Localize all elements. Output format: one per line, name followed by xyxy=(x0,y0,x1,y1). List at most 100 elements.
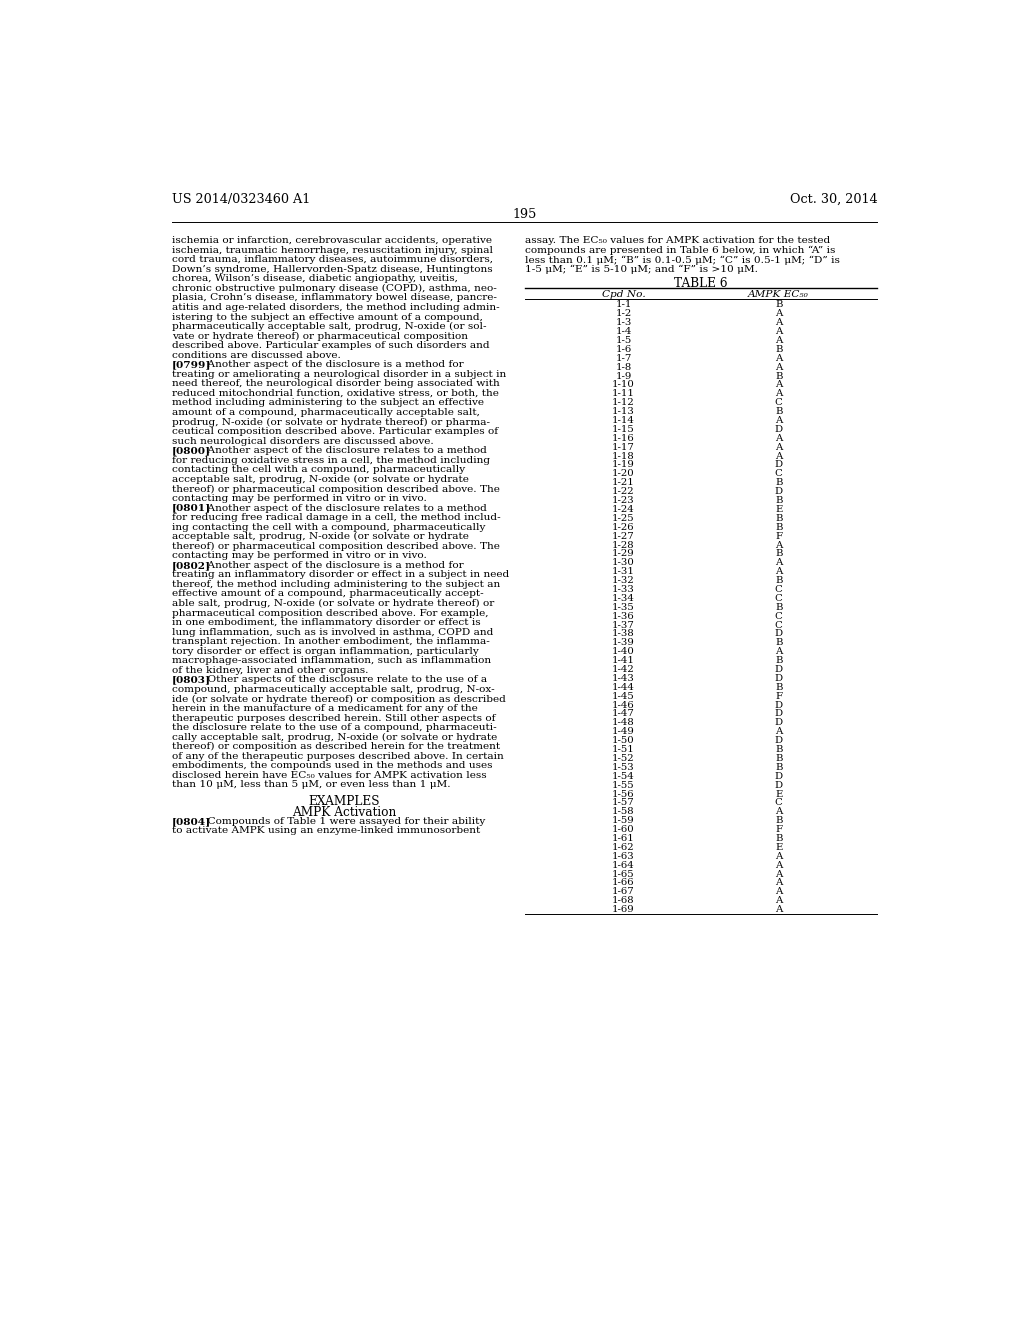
Text: 1-1: 1-1 xyxy=(615,301,632,309)
Text: A: A xyxy=(775,851,782,861)
Text: effective amount of a compound, pharmaceutically accept-: effective amount of a compound, pharmace… xyxy=(172,590,483,598)
Text: ischemia or infarction, cerebrovascular accidents, operative: ischemia or infarction, cerebrovascular … xyxy=(172,236,493,246)
Text: 1-24: 1-24 xyxy=(612,506,635,513)
Text: [0803]: [0803] xyxy=(172,676,211,684)
Text: B: B xyxy=(775,656,782,665)
Text: 1-30: 1-30 xyxy=(612,558,635,568)
Text: ing contacting the cell with a compound, pharmaceutically: ing contacting the cell with a compound,… xyxy=(172,523,485,532)
Text: [0801]: [0801] xyxy=(172,503,211,512)
Text: C: C xyxy=(775,399,782,407)
Text: thereof, the method including administering to the subject an: thereof, the method including administer… xyxy=(172,579,501,589)
Text: 1-53: 1-53 xyxy=(612,763,635,772)
Text: B: B xyxy=(775,834,782,843)
Text: 1-47: 1-47 xyxy=(612,709,635,718)
Text: B: B xyxy=(775,744,782,754)
Text: A: A xyxy=(775,896,782,906)
Text: the disclosure relate to the use of a compound, pharmaceuti-: the disclosure relate to the use of a co… xyxy=(172,723,497,733)
Text: 1-25: 1-25 xyxy=(612,513,635,523)
Text: D: D xyxy=(774,701,782,710)
Text: 1-46: 1-46 xyxy=(612,701,635,710)
Text: pharmaceutically acceptable salt, prodrug, N-oxide (or sol-: pharmaceutically acceptable salt, prodru… xyxy=(172,322,486,331)
Text: A: A xyxy=(775,879,782,887)
Text: D: D xyxy=(774,461,782,470)
Text: prodrug, N-oxide (or solvate or hydrate thereof) or pharma-: prodrug, N-oxide (or solvate or hydrate … xyxy=(172,417,490,426)
Text: A: A xyxy=(775,887,782,896)
Text: B: B xyxy=(775,478,782,487)
Text: D: D xyxy=(774,487,782,496)
Text: TABLE 6: TABLE 6 xyxy=(675,277,728,290)
Text: 1-62: 1-62 xyxy=(612,843,635,851)
Text: D: D xyxy=(774,718,782,727)
Text: B: B xyxy=(775,754,782,763)
Text: 1-40: 1-40 xyxy=(612,647,635,656)
Text: A: A xyxy=(775,363,782,372)
Text: A: A xyxy=(775,434,782,442)
Text: Cpd No.: Cpd No. xyxy=(602,290,645,300)
Text: istering to the subject an effective amount of a compound,: istering to the subject an effective amo… xyxy=(172,313,483,322)
Text: Oct. 30, 2014: Oct. 30, 2014 xyxy=(790,193,878,206)
Text: reduced mitochondrial function, oxidative stress, or both, the: reduced mitochondrial function, oxidativ… xyxy=(172,389,499,397)
Text: Down’s syndrome, Hallervorden-Spatz disease, Huntingtons: Down’s syndrome, Hallervorden-Spatz dise… xyxy=(172,265,493,273)
Text: A: A xyxy=(775,389,782,399)
Text: 1-56: 1-56 xyxy=(612,789,635,799)
Text: 1-29: 1-29 xyxy=(612,549,635,558)
Text: 1-45: 1-45 xyxy=(612,692,635,701)
Text: EXAMPLES: EXAMPLES xyxy=(308,795,380,808)
Text: B: B xyxy=(775,371,782,380)
Text: 1-49: 1-49 xyxy=(612,727,635,737)
Text: 1-61: 1-61 xyxy=(612,834,635,843)
Text: pharmaceutical composition described above. For example,: pharmaceutical composition described abo… xyxy=(172,609,488,618)
Text: 1-66: 1-66 xyxy=(612,879,635,887)
Text: A: A xyxy=(775,416,782,425)
Text: 1-22: 1-22 xyxy=(612,487,635,496)
Text: D: D xyxy=(774,425,782,434)
Text: C: C xyxy=(775,611,782,620)
Text: Another aspect of the disclosure is a method for: Another aspect of the disclosure is a me… xyxy=(194,360,463,370)
Text: 1-58: 1-58 xyxy=(612,808,635,816)
Text: plasia, Crohn’s disease, inflammatory bowel disease, pancre-: plasia, Crohn’s disease, inflammatory bo… xyxy=(172,293,497,302)
Text: 1-9: 1-9 xyxy=(615,371,632,380)
Text: A: A xyxy=(775,380,782,389)
Text: F: F xyxy=(775,692,782,701)
Text: [0802]: [0802] xyxy=(172,561,211,570)
Text: Another aspect of the disclosure relates to a method: Another aspect of the disclosure relates… xyxy=(194,446,486,455)
Text: [0800]: [0800] xyxy=(172,446,211,455)
Text: 1-55: 1-55 xyxy=(612,780,635,789)
Text: B: B xyxy=(775,763,782,772)
Text: A: A xyxy=(775,861,782,870)
Text: A: A xyxy=(775,808,782,816)
Text: 1-41: 1-41 xyxy=(612,656,635,665)
Text: less than 0.1 μM; “B” is 0.1-0.5 μM; “C” is 0.5-1 μM; “D” is: less than 0.1 μM; “B” is 0.1-0.5 μM; “C”… xyxy=(524,255,840,264)
Text: 1-34: 1-34 xyxy=(612,594,635,603)
Text: D: D xyxy=(774,780,782,789)
Text: chronic obstructive pulmonary disease (COPD), asthma, neo-: chronic obstructive pulmonary disease (C… xyxy=(172,284,497,293)
Text: 1-39: 1-39 xyxy=(612,639,635,647)
Text: E: E xyxy=(775,843,782,851)
Text: treating or ameliorating a neurological disorder in a subject in: treating or ameliorating a neurological … xyxy=(172,370,507,379)
Text: A: A xyxy=(775,568,782,577)
Text: A: A xyxy=(775,870,782,879)
Text: B: B xyxy=(775,603,782,611)
Text: A: A xyxy=(775,727,782,737)
Text: 1-20: 1-20 xyxy=(612,470,635,478)
Text: C: C xyxy=(775,799,782,808)
Text: B: B xyxy=(775,407,782,416)
Text: 1-14: 1-14 xyxy=(612,416,635,425)
Text: contacting the cell with a compound, pharmaceutically: contacting the cell with a compound, pha… xyxy=(172,466,465,474)
Text: acceptable salt, prodrug, N-oxide (or solvate or hydrate: acceptable salt, prodrug, N-oxide (or so… xyxy=(172,532,469,541)
Text: treating an inflammatory disorder or effect in a subject in need: treating an inflammatory disorder or eff… xyxy=(172,570,509,579)
Text: therapeutic purposes described herein. Still other aspects of: therapeutic purposes described herein. S… xyxy=(172,714,496,722)
Text: D: D xyxy=(774,737,782,746)
Text: C: C xyxy=(775,620,782,630)
Text: to activate AMPK using an enzyme-linked immunosorbent: to activate AMPK using an enzyme-linked … xyxy=(172,826,480,836)
Text: B: B xyxy=(775,496,782,506)
Text: 1-8: 1-8 xyxy=(615,363,632,372)
Text: 1-60: 1-60 xyxy=(612,825,635,834)
Text: amount of a compound, pharmaceutically acceptable salt,: amount of a compound, pharmaceutically a… xyxy=(172,408,480,417)
Text: D: D xyxy=(774,709,782,718)
Text: D: D xyxy=(774,630,782,639)
Text: tory disorder or effect is organ inflammation, particularly: tory disorder or effect is organ inflamm… xyxy=(172,647,479,656)
Text: B: B xyxy=(775,301,782,309)
Text: 1-10: 1-10 xyxy=(612,380,635,389)
Text: 1-26: 1-26 xyxy=(612,523,635,532)
